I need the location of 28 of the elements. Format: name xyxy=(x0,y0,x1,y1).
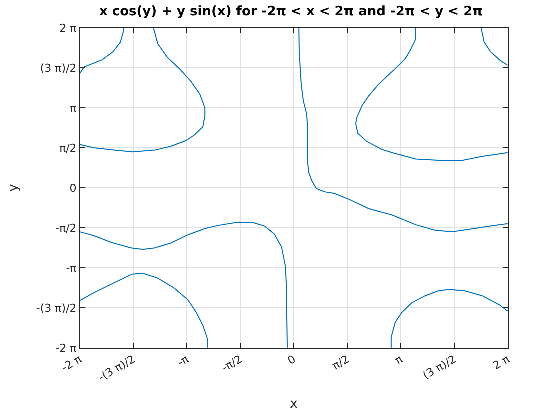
line-series xyxy=(390,289,508,348)
x-tick-label: (3 π)/2 xyxy=(420,352,459,382)
line-series xyxy=(355,28,508,162)
y-tick-label: -π xyxy=(66,262,78,275)
line-series xyxy=(80,222,288,348)
y-tick-label: 2 π xyxy=(60,22,78,35)
y-tick-label: 0 xyxy=(70,182,77,195)
line-series xyxy=(80,273,208,348)
line-series xyxy=(298,28,508,233)
x-tick-label: -π/2 xyxy=(220,352,245,375)
line-series xyxy=(80,28,206,153)
y-tick-label: π xyxy=(70,102,78,115)
y-tick-label: -2 π xyxy=(56,342,78,355)
y-tick-label: (3 π)/2 xyxy=(40,62,77,75)
x-tick-label: -π xyxy=(176,352,192,370)
y-tick-label: -(3 π)/2 xyxy=(36,302,77,315)
x-tick-label: π xyxy=(393,352,406,368)
x-axis-title: x xyxy=(290,396,298,412)
x-tick-label: π/2 xyxy=(330,352,352,373)
y-tick-label: π/2 xyxy=(59,142,77,155)
x-tick-label: 2 π xyxy=(490,352,513,373)
x-tick-label: -(3 π)/2 xyxy=(96,352,138,384)
y-tick-label: -π/2 xyxy=(56,222,77,235)
x-tick-label: 0 xyxy=(286,352,298,368)
line-series xyxy=(480,28,508,66)
y-axis-title: y xyxy=(6,184,22,192)
line-series xyxy=(80,28,124,74)
chart-title: x cos(y) + y sin(x) for -2π < x < 2π and -2π < y < 2π xyxy=(99,4,483,20)
